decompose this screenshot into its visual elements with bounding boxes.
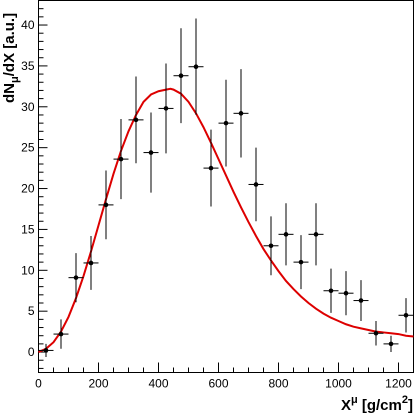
- data-marker: [73, 275, 79, 280]
- data-marker: [223, 120, 229, 126]
- y-tick-label: 25: [21, 141, 35, 155]
- data-point: [338, 271, 354, 316]
- data-marker: [133, 117, 139, 123]
- data-marker: [358, 298, 364, 303]
- y-tick-label: 30: [21, 100, 35, 114]
- x-tick-label: 1000: [325, 377, 352, 391]
- data-point: [308, 203, 324, 266]
- data-point: [158, 63, 174, 154]
- data-marker: [43, 348, 49, 353]
- data-point: [173, 28, 189, 124]
- data-point: [353, 280, 369, 321]
- data-point: [233, 69, 249, 158]
- fit-layer: [38, 87, 414, 353]
- data-point: [83, 235, 99, 290]
- data-marker: [103, 202, 109, 208]
- data-marker: [88, 260, 94, 266]
- data-point: [113, 119, 129, 200]
- data-point: [383, 335, 399, 353]
- data-marker: [313, 232, 319, 237]
- data-point: [248, 147, 264, 222]
- data-point: [368, 320, 384, 346]
- plot-frame: [38, 0, 414, 373]
- x-axis-ticks: 0 200 400 600 800 1000 1200: [35, 362, 412, 391]
- data-point: [263, 216, 279, 276]
- y-tick-label: 35: [21, 59, 35, 73]
- x-axis-title: Xμ [g/cm2]: [341, 394, 413, 414]
- y-axis-ticks: 0 5 10 15 20 25 30 35 40: [21, 0, 48, 369]
- data-marker: [58, 331, 64, 337]
- data-marker: [388, 341, 394, 347]
- x-tick-label: 800: [268, 377, 288, 391]
- y-tick-label: 10: [21, 263, 35, 277]
- data-marker: [343, 290, 349, 296]
- data-marker: [163, 106, 169, 111]
- data-point: [293, 235, 309, 290]
- data-point: [128, 76, 144, 164]
- data-point: [98, 170, 114, 240]
- x-tick-label: 600: [208, 377, 228, 391]
- data-point: [143, 112, 159, 193]
- data-point: [278, 203, 294, 266]
- data-point: [218, 79, 234, 167]
- y-tick-label: 40: [21, 18, 35, 32]
- y-axis-title: dNμ/dX [a.u.]: [1, 13, 21, 103]
- data-marker: [193, 64, 199, 70]
- data-point: [398, 298, 414, 333]
- data-marker: [403, 312, 409, 318]
- data-marker: [178, 73, 184, 79]
- data-marker: [298, 259, 304, 265]
- x-tick-label: 400: [148, 377, 168, 391]
- data-marker: [283, 232, 289, 237]
- data-point: [203, 129, 219, 207]
- data-marker: [268, 243, 274, 249]
- data-points-layer: [38, 18, 414, 357]
- data-point: [323, 268, 339, 313]
- data-point: [38, 343, 54, 357]
- data-marker: [118, 156, 124, 162]
- y-tick-label: 20: [21, 182, 35, 196]
- y-tick-label: 0: [28, 345, 35, 359]
- data-marker: [328, 288, 334, 294]
- data-marker: [148, 150, 154, 155]
- x-tick-label: 200: [88, 377, 108, 391]
- x-tick-label: 1200: [385, 377, 412, 391]
- data-marker: [373, 330, 379, 336]
- data-marker: [238, 111, 244, 116]
- y-tick-label: 15: [21, 222, 35, 236]
- data-marker: [208, 165, 214, 171]
- y-tick-label: 5: [28, 304, 35, 318]
- data-point: [68, 253, 84, 303]
- data-marker: [253, 182, 259, 187]
- x-tick-label: 0: [35, 377, 42, 391]
- data-point: [188, 18, 204, 115]
- fit-curve: [38, 87, 414, 353]
- data-point: [53, 319, 69, 349]
